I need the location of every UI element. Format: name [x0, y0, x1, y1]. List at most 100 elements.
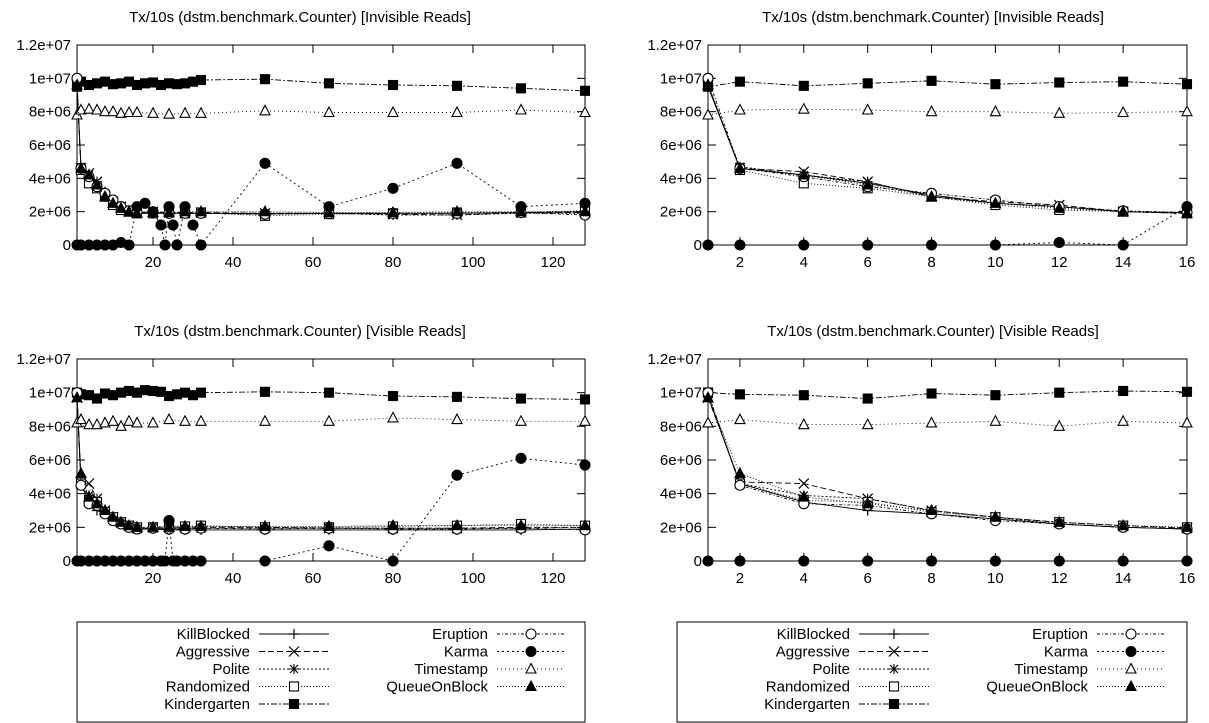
- legend-marker-killblocked: [289, 629, 299, 639]
- legend-marker-aggressive: [888, 646, 900, 657]
- data-point-queueonblock: [925, 503, 938, 516]
- data-point-karma: [798, 239, 810, 251]
- series-eruption: [71, 72, 591, 221]
- legend-item-queueonblock: QueueOnBlock: [986, 679, 1165, 696]
- x-tick-label: 40: [225, 254, 242, 271]
- data-point-karma: [862, 555, 874, 567]
- data-point-karma: [195, 239, 207, 251]
- y-tick-label: 0: [63, 237, 71, 254]
- data-point-queueonblock: [195, 519, 207, 532]
- data-point-timestamp: [147, 106, 159, 118]
- data-point-queueonblock: [131, 206, 143, 218]
- y-tick-label: 8e+06: [660, 418, 702, 435]
- legend-label: Karma: [444, 644, 489, 661]
- data-point-timestamp: [989, 414, 1002, 426]
- x-tick-label: 14: [1115, 570, 1132, 587]
- data-point-kindergarten: [515, 393, 527, 404]
- legend-item-randomized: Randomized: [766, 679, 929, 696]
- panel-top-left: Tx/10s (dstm.benchmark.Counter) [Invisib…: [16, 9, 591, 271]
- data-point-kindergarten: [451, 80, 463, 91]
- data-point-queueonblock: [75, 161, 87, 173]
- series-line-timestamp: [707, 108, 1188, 116]
- legend-marker-queueonblock: [525, 679, 537, 692]
- data-point-kindergarten: [926, 388, 937, 399]
- data-point-timestamp: [123, 414, 135, 426]
- legend-item-timestamp: Timestamp: [414, 661, 565, 678]
- series-karma: [702, 201, 1193, 251]
- data-point-timestamp: [99, 416, 111, 428]
- y-tick-label: 0: [63, 553, 71, 570]
- x-tick-label: 10: [987, 570, 1004, 587]
- data-point-kindergarten: [862, 78, 873, 89]
- data-point-kindergarten: [734, 389, 745, 400]
- x-tick-label: 8: [927, 254, 935, 271]
- data-point-kindergarten: [1054, 387, 1065, 398]
- data-point-karma: [451, 469, 463, 481]
- data-point-timestamp: [163, 107, 175, 119]
- data-point-karma: [259, 555, 271, 567]
- data-point-karma: [702, 555, 714, 567]
- data-point-timestamp: [107, 414, 119, 426]
- y-tick-label: 8e+06: [660, 104, 702, 121]
- data-point-timestamp: [99, 104, 111, 117]
- data-point-queueonblock: [797, 168, 810, 180]
- data-point-timestamp: [734, 412, 746, 425]
- data-point-timestamp: [579, 105, 591, 118]
- series-aggressive: [702, 79, 1193, 219]
- data-point-queueonblock: [71, 391, 83, 403]
- data-point-timestamp: [579, 414, 591, 426]
- data-point-timestamp: [387, 105, 399, 118]
- data-point-queueonblock: [515, 204, 527, 217]
- y-tick-label: 0: [694, 237, 702, 254]
- y-tick-label: 1.2e+07: [16, 37, 71, 54]
- x-tick-label: 10: [987, 254, 1004, 271]
- data-point-queueonblock: [989, 196, 1002, 208]
- data-point-kindergarten: [195, 74, 207, 86]
- data-point-queueonblock: [91, 178, 103, 190]
- data-point-queueonblock: [861, 497, 874, 509]
- series-line-aggressive: [707, 397, 1188, 529]
- legend-label: Randomized: [766, 679, 850, 696]
- data-point-timestamp: [1181, 104, 1193, 117]
- panel-bottom-right: Tx/10s (dstm.benchmark.Counter) [Visible…: [647, 323, 1195, 587]
- series-line-randomized: [707, 392, 1188, 528]
- y-tick-label: 1.2e+07: [647, 351, 702, 368]
- data-point-timestamp: [702, 108, 714, 120]
- data-point-kindergarten: [259, 74, 271, 85]
- data-point-queueonblock: [925, 189, 938, 202]
- legend-marker-karma: [1125, 645, 1137, 658]
- data-point-kindergarten: [990, 390, 1001, 401]
- data-point-karma: [734, 555, 746, 567]
- data-point-queueonblock: [387, 518, 399, 531]
- data-point-kindergarten: [451, 391, 463, 402]
- y-tick-label: 0: [694, 553, 702, 570]
- data-point-kindergarten: [387, 390, 399, 402]
- data-point-timestamp: [1053, 106, 1066, 118]
- legend-label: Randomized: [166, 679, 250, 696]
- data-point-timestamp: [83, 102, 95, 114]
- data-point-karma: [155, 219, 167, 231]
- data-point-timestamp: [387, 411, 399, 423]
- series-timestamp: [702, 412, 1193, 431]
- data-point-aggressive: [798, 478, 810, 489]
- data-point-queueonblock: [147, 520, 159, 532]
- legend-item-killblocked: KillBlocked: [177, 626, 329, 643]
- y-tick-label: 8e+06: [29, 418, 71, 435]
- series-line-eruption: [76, 392, 586, 531]
- legend-item-timestamp: Timestamp: [1014, 661, 1165, 678]
- x-tick-label: 100: [460, 570, 485, 587]
- legend-item-aggressive: Aggressive: [776, 644, 929, 661]
- data-point-queueonblock: [163, 520, 175, 532]
- series-line-queueonblock: [707, 84, 1188, 214]
- data-point-queueonblock: [702, 391, 714, 403]
- x-tick-label: 6: [863, 254, 871, 271]
- data-point-queueonblock: [861, 178, 874, 190]
- data-point-timestamp: [179, 414, 191, 426]
- data-point-kindergarten: [323, 78, 335, 89]
- data-point-timestamp: [702, 416, 714, 428]
- data-point-timestamp: [195, 414, 207, 426]
- series-line-aggressive: [707, 84, 1188, 214]
- data-point-queueonblock: [515, 518, 527, 531]
- data-point-queueonblock: [579, 204, 591, 217]
- series-randomized: [71, 387, 591, 533]
